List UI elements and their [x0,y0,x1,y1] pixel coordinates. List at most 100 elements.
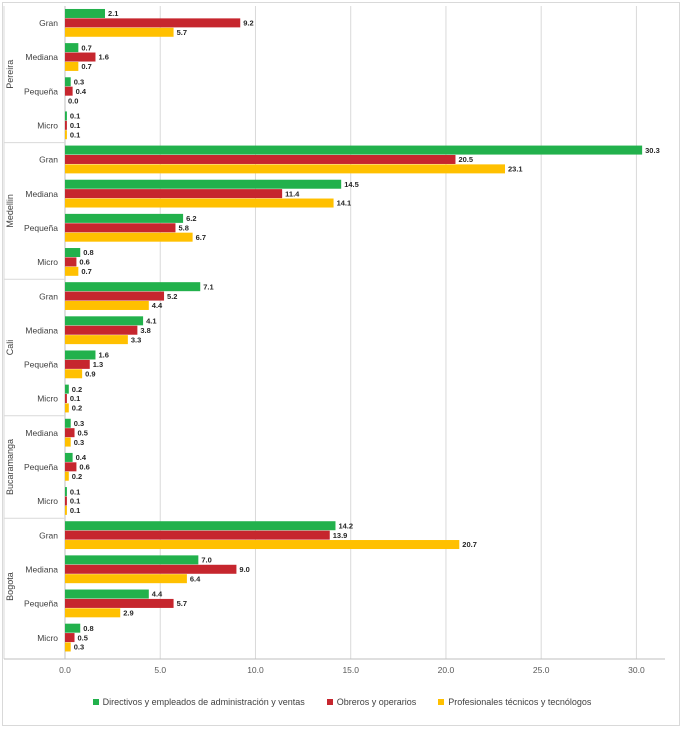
data-label: 2.1 [108,9,118,18]
data-label: 1.6 [98,351,108,360]
bar-directivos [65,452,73,462]
data-label: 20.7 [462,540,477,549]
size-category-label: Pequeña [24,223,58,233]
bar-profesionales [65,61,79,71]
size-category-label: Mediana [25,564,58,574]
size-category-label: Mediana [25,428,58,438]
bar-directivos [65,77,71,87]
data-label: 20.5 [458,155,473,164]
bar-obreros [65,291,165,301]
bar-profesionales [65,540,460,550]
bar-directivos [65,521,336,531]
bar-directivos [65,487,67,497]
legend-label-directivos: Directivos y empleados de administración… [102,697,305,707]
bar-profesionales [65,471,69,481]
data-label: 4.4 [152,301,163,310]
x-tick-label: 25.0 [533,665,550,675]
data-label: 0.9 [85,369,95,378]
legend-item-directivos: Directivos y empleados de administración… [92,694,305,710]
legend-swatch-directivos [92,699,99,705]
data-label: 11.4 [285,189,300,198]
x-tick-label: 30.0 [628,665,645,675]
bar-directivos [65,179,342,189]
data-label: 5.2 [167,292,177,301]
data-label: 0.6 [79,463,89,472]
bar-profesionales [65,574,187,584]
size-category-label: Mediana [25,189,58,199]
bar-directivos [65,384,69,394]
bar-obreros [65,359,90,369]
data-label: 0.3 [74,419,84,428]
data-label: 0.2 [72,472,82,481]
data-label: 14.5 [344,180,359,189]
bar-profesionales [65,232,193,242]
bar-directivos [65,316,144,326]
legend-swatch-obreros [326,699,333,705]
data-label: 13.9 [333,531,348,540]
data-label: 0.1 [70,497,80,506]
bar-profesionales [65,164,505,174]
bar-profesionales [65,27,174,37]
data-label: 2.9 [123,609,133,618]
bar-obreros [65,564,237,574]
legend-label-profesionales: Profesionales técnicos y tecnólogos [448,697,592,707]
data-label: 7.0 [201,556,211,565]
bar-directivos [65,248,81,258]
bar-obreros [65,462,77,472]
data-label: 3.3 [131,335,141,344]
bar-obreros [65,394,67,404]
bar-directivos [65,555,199,565]
legend-item-obreros: Obreros y operarios [326,694,416,710]
data-label: 9.2 [243,19,253,28]
legend-item-profesionales: Profesionales técnicos y tecnólogos [438,694,591,710]
bar-obreros [65,530,330,540]
bar-obreros [65,223,176,233]
data-label: 14.2 [338,521,353,530]
data-label: 3.8 [140,326,150,335]
size-category-label: Pequeña [24,86,58,96]
bar-directivos [65,418,71,428]
data-label: 7.1 [203,282,213,291]
size-category-label: Gran [39,291,58,301]
bar-obreros [65,598,174,608]
data-label: 9.0 [239,565,249,574]
bar-chart: 0.0 5.0 10.0 15.0 20.0 25.0 30.0 Pereira Gran 2.1… [3,6,665,675]
x-tick-label: 5.0 [154,665,166,675]
data-label: 0.0 [68,96,78,105]
city-label: Bucaramanga [5,439,15,495]
data-label: 6.4 [190,574,201,583]
bar-obreros [65,325,138,335]
city-label: Bogota [5,572,15,601]
data-label: 0.7 [81,267,91,276]
data-label: 0.8 [83,248,93,257]
bar-directivos [65,111,67,121]
size-category-label: Micro [37,257,58,267]
data-label: 4.1 [146,317,156,326]
bar-profesionales [65,369,83,379]
data-label: 5.7 [177,599,187,608]
size-category-label: Micro [37,496,58,506]
size-category-label: Pequeña [24,360,58,370]
bar-profesionales [65,130,67,140]
size-category-label: Micro [37,633,58,643]
size-category-label: Gran [39,530,58,540]
data-label: 0.2 [72,404,82,413]
data-label: 0.2 [72,385,82,394]
bar-obreros [65,633,75,643]
bar-profesionales [65,403,69,413]
bar-directivos [65,213,184,223]
data-label: 0.1 [70,112,80,121]
x-tick-label: 15.0 [342,665,359,675]
bar-directivos [65,589,149,599]
bar-profesionales [65,505,67,515]
x-tick-label: 0.0 [59,665,71,675]
data-label: 0.5 [78,633,88,642]
data-label: 0.6 [79,258,89,267]
data-label: 0.1 [70,121,80,130]
data-label: 30.3 [645,146,660,155]
legend-swatch-profesionales [438,699,445,705]
bar-profesionales [65,335,128,345]
data-label: 0.3 [74,438,84,447]
data-label: 0.8 [83,624,93,633]
